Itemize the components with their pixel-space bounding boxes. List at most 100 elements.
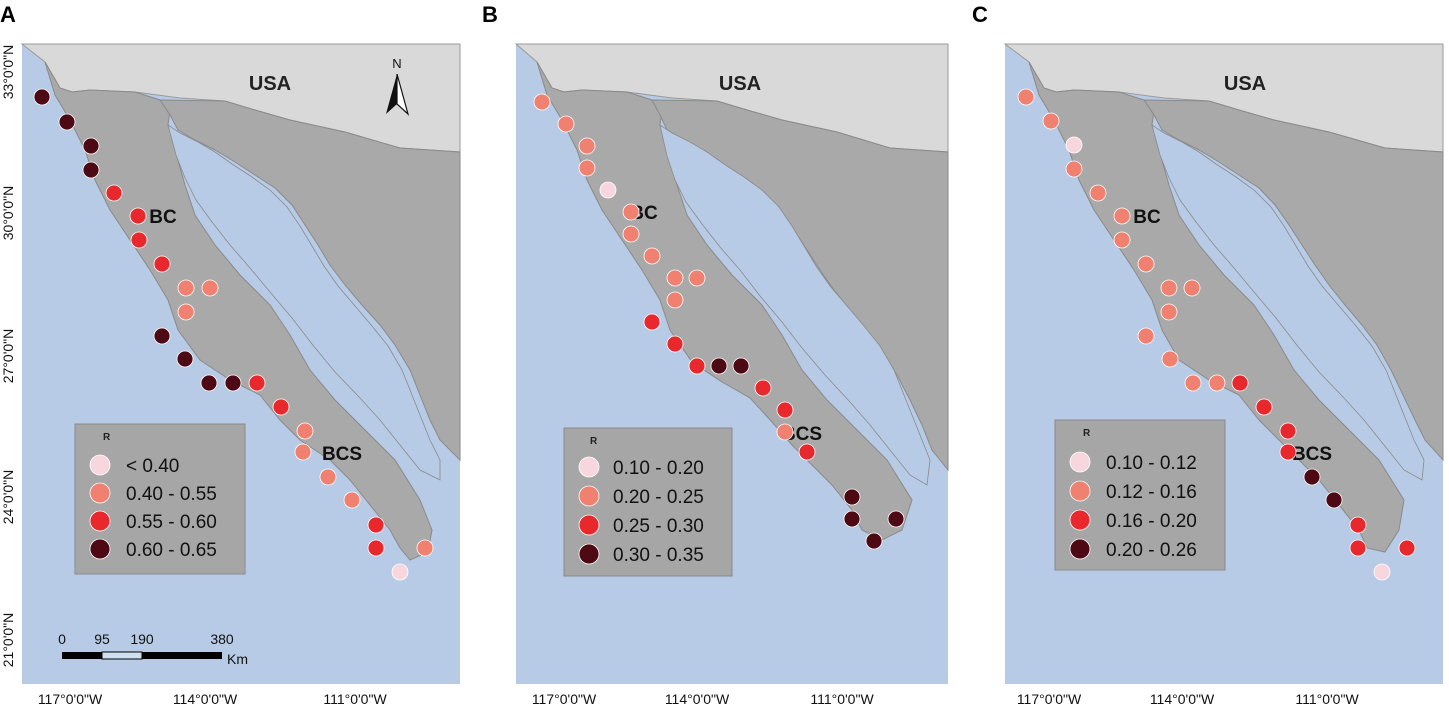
region-label-bcs: BCS [322, 444, 362, 465]
legend-swatch [1069, 509, 1091, 531]
panel-letter: C [972, 2, 988, 27]
panel-letter: B [482, 2, 498, 27]
station-marker [1279, 422, 1297, 440]
baja-peninsula [536, 61, 913, 541]
station-marker [367, 516, 385, 534]
station-marker [129, 207, 147, 225]
legend-swatch [89, 510, 111, 532]
station-marker [622, 225, 640, 243]
legend: R < 0.40 0.40 - 0.55 0.55 - 0.60 0.60 - 0.6… [74, 423, 246, 575]
north-arrow-left-icon [386, 74, 397, 114]
longitude-label: 114°0'0"W [173, 691, 238, 707]
legend-swatch [1069, 480, 1091, 502]
legend-label: 0.40 - 0.55 [126, 484, 217, 505]
legend: R 0.10 - 0.20 0.20 - 0.25 0.25 - 0.30 0.30 … [563, 427, 733, 577]
legend-swatch [578, 543, 600, 565]
longitude-label: 117°0'0"W [532, 691, 597, 707]
station-marker [177, 279, 195, 297]
legend-label: 0.60 - 0.65 [126, 540, 217, 561]
scale-segment [62, 652, 102, 659]
station-marker [599, 181, 617, 199]
latitude-label: 27°0'0"N [0, 329, 16, 384]
station-marker [1349, 539, 1367, 557]
station-marker [1042, 112, 1060, 130]
station-marker [754, 379, 772, 397]
north-arrow-label: N [392, 56, 401, 71]
station-marker [416, 539, 434, 557]
station-marker [82, 137, 100, 155]
legend-items: 0.10 - 0.20 0.20 - 0.25 0.25 - 0.30 0.30 - … [578, 456, 704, 566]
scale-tick-label: 190 [130, 631, 154, 647]
map-canvas: 117°0'0"W 114°0'0"W 111°0'0"W USA BC BCS R… [514, 43, 949, 707]
station-marker [130, 231, 148, 249]
legend-label: 0.20 - 0.26 [1106, 540, 1197, 561]
legend-label: 0.20 - 0.25 [613, 487, 704, 508]
longitude-label: 117°0'0"W [38, 691, 103, 707]
station-marker [153, 327, 171, 345]
station-marker [578, 137, 596, 155]
station-marker [533, 93, 551, 111]
station-marker [1089, 184, 1107, 202]
station-marker [776, 401, 794, 419]
station-marker [177, 303, 195, 321]
station-marker [843, 510, 861, 528]
scale-tick-label: 95 [94, 631, 110, 647]
station-marker [865, 532, 883, 550]
station-marker [643, 313, 661, 331]
station-marker [776, 423, 794, 441]
longitude-label: 114°0'0"W [665, 691, 730, 707]
legend-label: < 0.40 [126, 456, 179, 477]
station-marker [176, 350, 194, 368]
longitude-labels: 117°0'0"W 114°0'0"W 111°0'0"W [532, 691, 875, 707]
station-marker [666, 335, 684, 353]
station-marker [622, 203, 640, 221]
station-marker [82, 161, 100, 179]
station-marker [1113, 207, 1131, 225]
longitude-label: 111°0'0"W [323, 691, 387, 707]
legend-items: < 0.40 0.40 - 0.55 0.55 - 0.60 0.60 - 0.65 [89, 454, 217, 561]
legend-title: R [590, 436, 598, 447]
station-marker [105, 184, 123, 202]
station-marker [643, 247, 661, 265]
station-marker [343, 491, 361, 509]
region-label-bcs: BCS [1292, 444, 1332, 465]
longitude-label: 111°0'0"W [1295, 691, 1359, 707]
legend-label: 0.10 - 0.20 [613, 458, 704, 479]
gulf-of-california [1151, 124, 1425, 481]
station-marker [1231, 374, 1249, 392]
legend-title: R [103, 432, 111, 443]
north-arrow: N [386, 56, 410, 116]
latitude-label: 30°0'0"N [0, 186, 16, 241]
station-marker [1160, 279, 1178, 297]
latitude-label: 21°0'0"N [0, 613, 16, 668]
gulf-of-california [167, 124, 441, 481]
country-label: USA [249, 73, 291, 95]
region-label-bc: BC [149, 207, 177, 228]
station-marker [1349, 516, 1367, 534]
station-marker [1208, 374, 1226, 392]
station-marker [1065, 160, 1083, 178]
legend-swatch [89, 538, 111, 560]
longitude-labels: 117°0'0"W 114°0'0"W 111°0'0"W [1017, 691, 1360, 707]
station-marker [248, 374, 266, 392]
station-marker [887, 510, 905, 528]
country-label: USA [719, 73, 761, 95]
station-marker [1303, 468, 1321, 486]
country-label: USA [1224, 73, 1266, 95]
map-canvas: 33°0'0"N 30°0'0"N 27°0'0"N 24°0'0"N 21°0'0"N… [0, 43, 461, 707]
legend-label: 0.10 - 0.12 [1106, 453, 1197, 474]
legend-label: 0.16 - 0.20 [1106, 511, 1197, 532]
land [20, 43, 461, 561]
station-marker [1373, 563, 1391, 581]
station-marker [367, 539, 385, 557]
land [1003, 43, 1444, 553]
station-marker [58, 113, 76, 131]
station-marker [1137, 255, 1155, 273]
station-marker [1325, 491, 1343, 509]
stations [1017, 88, 1416, 581]
legend-label: 0.25 - 0.30 [613, 516, 704, 537]
legend-label: 0.12 - 0.16 [1106, 482, 1197, 503]
station-marker [688, 357, 706, 375]
scale-tick-label: 0 [58, 631, 66, 647]
station-marker [843, 488, 861, 506]
